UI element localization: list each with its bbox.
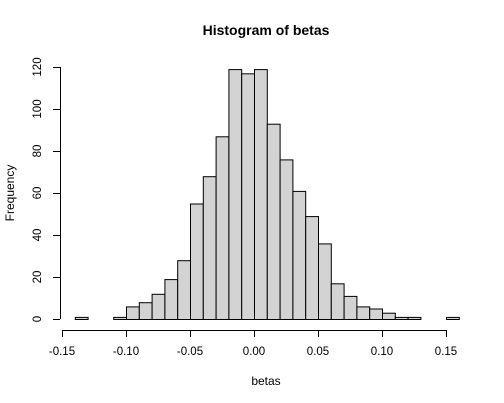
histogram-bar xyxy=(266,123,281,320)
x-tick-label: 0.05 xyxy=(307,346,329,358)
x-tick-label: 0.10 xyxy=(371,346,393,358)
histogram-bar xyxy=(356,306,371,320)
histogram-bar xyxy=(190,203,204,320)
histogram-bar xyxy=(369,308,384,320)
y-tick-label: 20 xyxy=(32,271,44,284)
histogram-bar xyxy=(164,279,179,321)
histogram-bar xyxy=(126,306,140,320)
histogram-bar xyxy=(279,159,294,320)
x-axis: -0.15 -0.10 -0.05 0.00 0.05 0.10 0.15 xyxy=(49,330,457,358)
histogram-bar xyxy=(138,302,153,321)
y-tick-label: 80 xyxy=(32,145,44,158)
histogram-bar xyxy=(318,243,332,320)
y-axis-label: Frequency xyxy=(3,165,17,222)
y-tick-label: 60 xyxy=(32,187,44,200)
x-axis-label: betas xyxy=(251,374,280,388)
histogram-bar xyxy=(382,312,396,321)
y-tick-label: 40 xyxy=(32,229,44,242)
histogram-bar xyxy=(113,316,127,320)
histogram-bar xyxy=(74,316,89,320)
x-tick-label: -0.10 xyxy=(113,346,139,358)
histogram-bar xyxy=(446,316,460,320)
histogram-bar xyxy=(343,295,358,320)
y-tick-label: 120 xyxy=(32,57,44,76)
histogram-bar xyxy=(254,69,268,320)
chart-title: Histogram of betas xyxy=(203,22,330,38)
histogram-bar xyxy=(202,176,217,320)
y-tick-label: 100 xyxy=(32,99,44,118)
y-tick-label: 0 xyxy=(32,316,44,322)
histogram-bar xyxy=(305,216,320,321)
histogram-bar xyxy=(215,136,230,320)
histogram-bar xyxy=(241,73,255,320)
histogram-bar xyxy=(292,190,307,320)
histogram-bar xyxy=(151,293,166,320)
x-tick-label: -0.05 xyxy=(177,346,203,358)
x-tick-label: 0.15 xyxy=(435,346,457,358)
histogram-bar xyxy=(177,260,191,321)
x-tick-label: -0.15 xyxy=(49,346,75,358)
bars-group xyxy=(74,69,460,321)
histogram-bar xyxy=(330,283,345,320)
histogram-bar xyxy=(394,316,409,320)
histogram-bar xyxy=(228,69,243,320)
y-axis: 0 20 40 60 80 100 120 xyxy=(32,57,61,322)
histogram-bar xyxy=(407,316,422,320)
x-tick-label: 0.00 xyxy=(243,346,265,358)
